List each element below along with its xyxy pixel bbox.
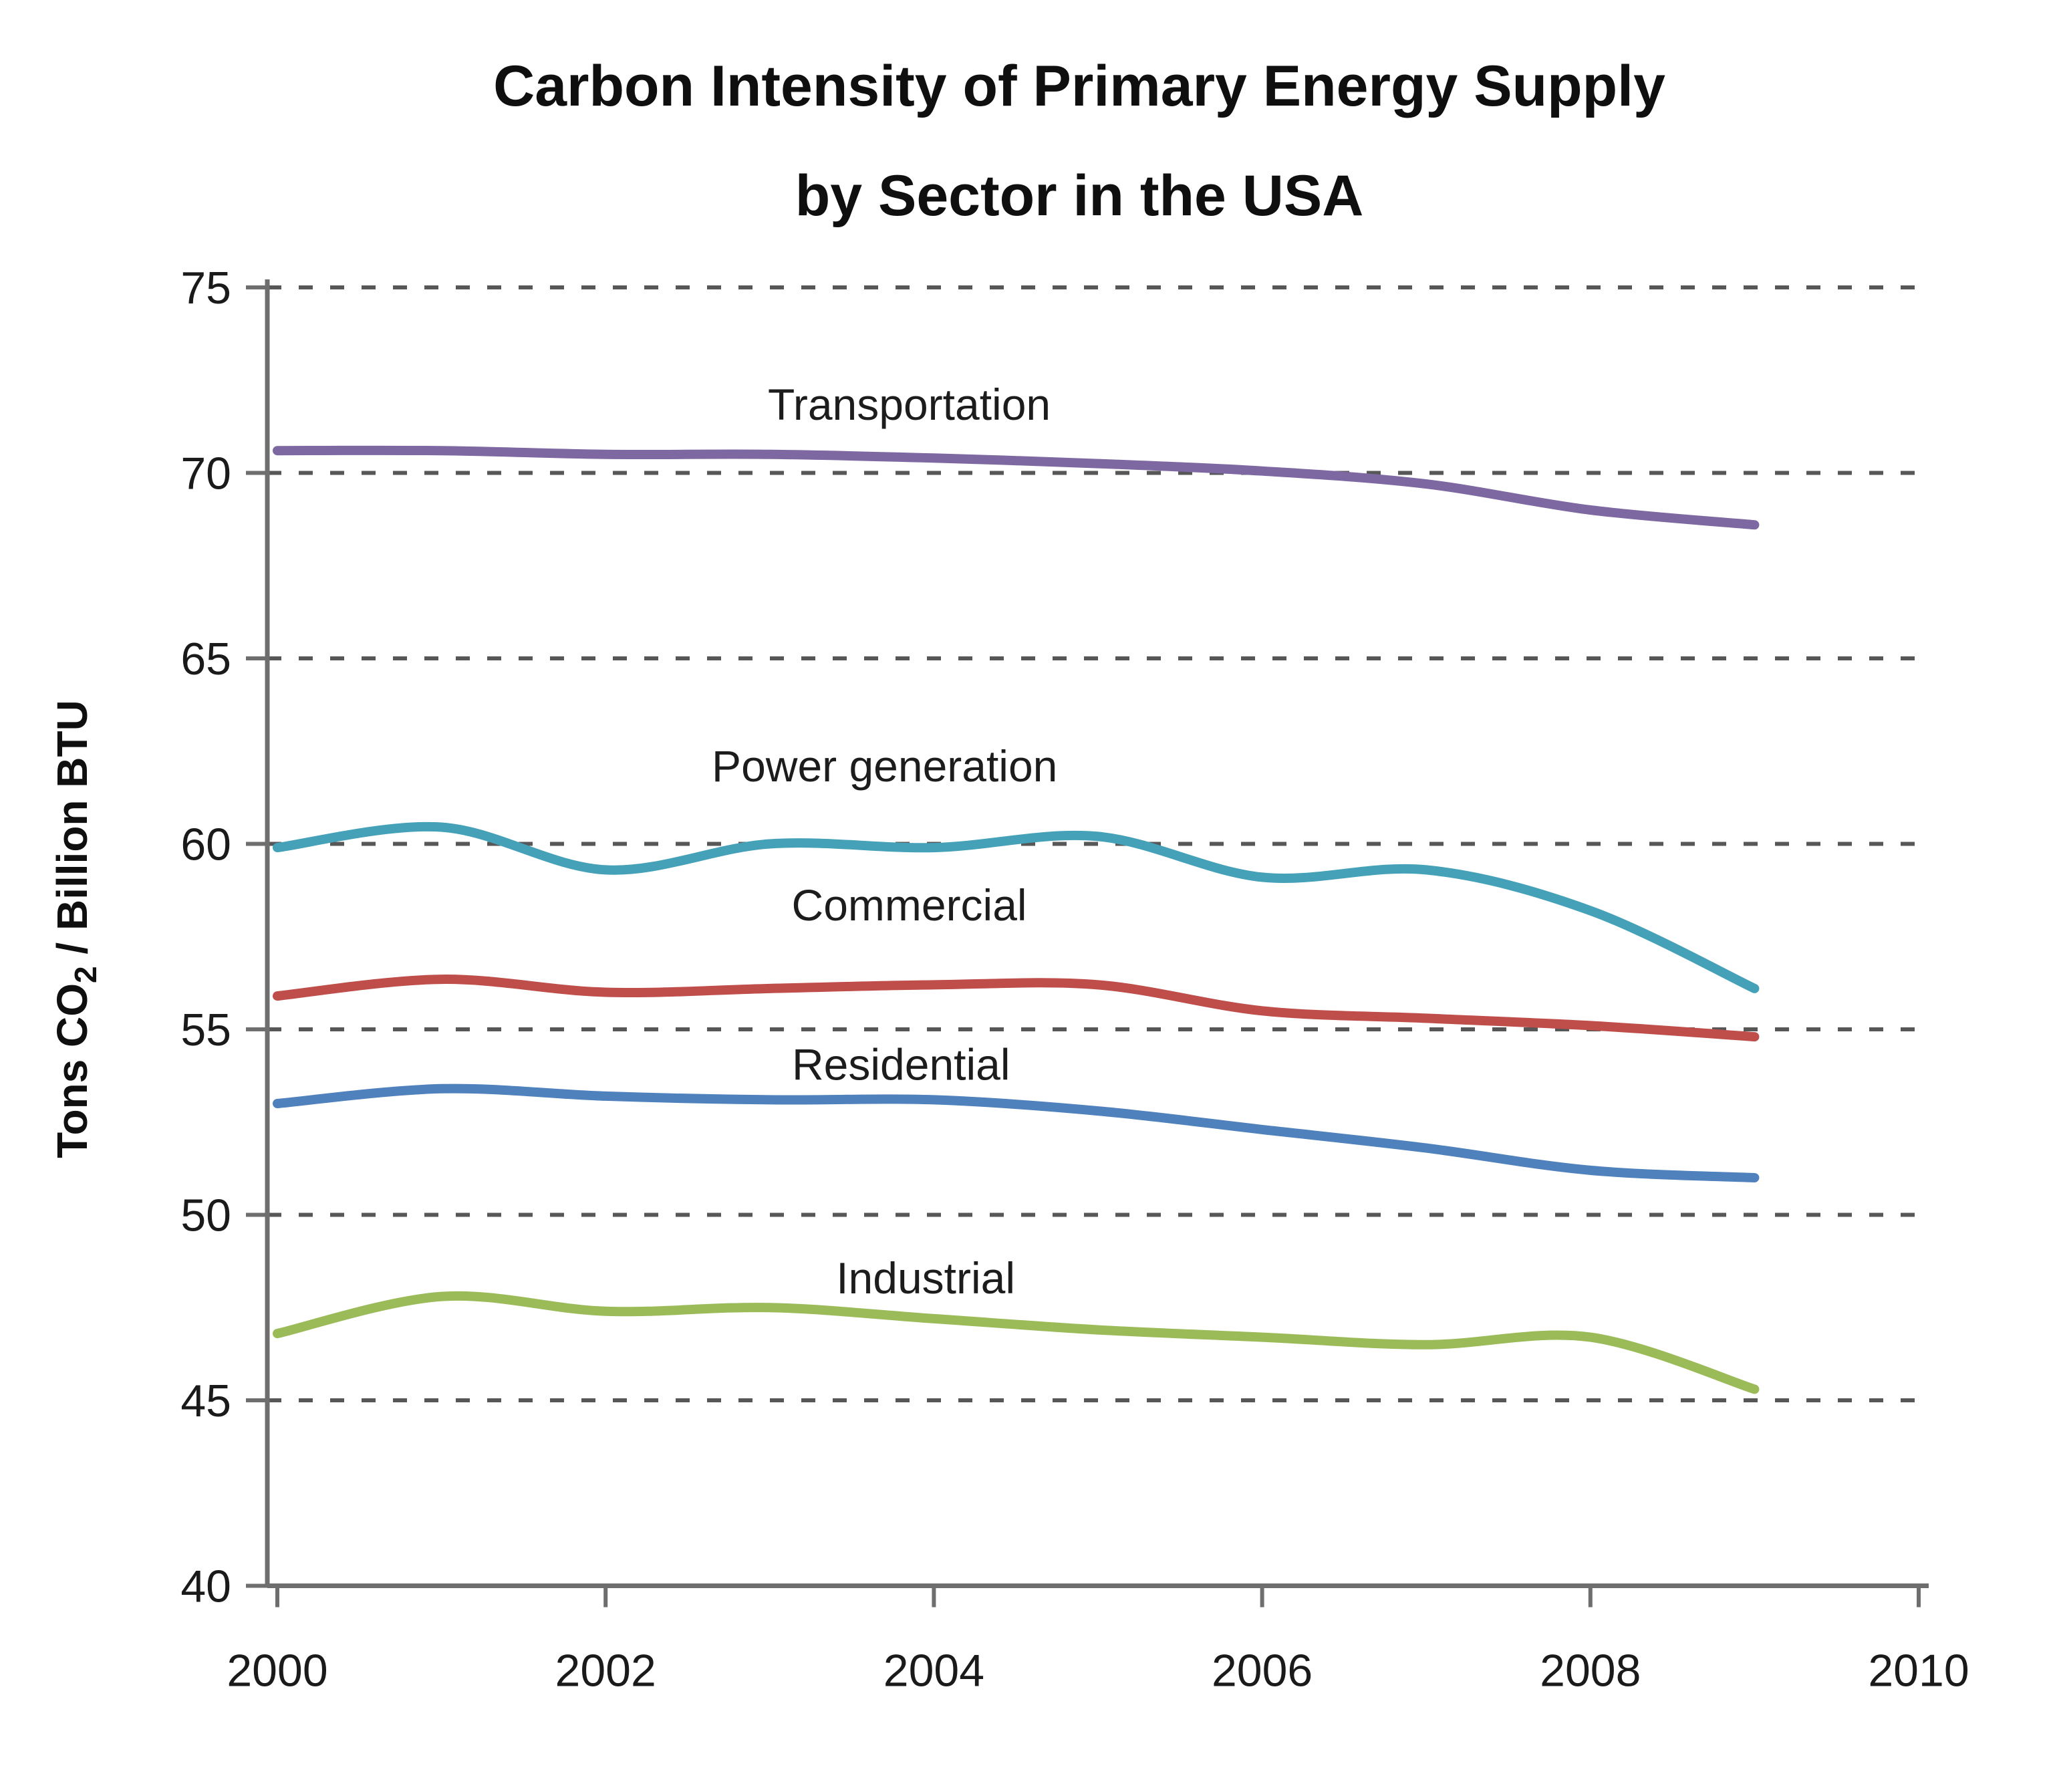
- axes: 75 70 65 60 55 50 45 40 2000 2002 2004 2006 2008 2010: [180, 263, 1969, 1696]
- y-tick-label-70: 70: [180, 449, 231, 499]
- series-line-industrial: [273, 1291, 1760, 1394]
- x-tick-label-2002: 2002: [555, 1646, 656, 1696]
- x-tick-label-2004: 2004: [883, 1646, 984, 1696]
- y-axis-title-subscript: 2: [68, 966, 103, 983]
- chart-title-line-2: by Sector in the USA: [795, 164, 1364, 228]
- series-line-transportation: [273, 445, 1760, 530]
- series-label-transportation: Transportation: [768, 380, 1051, 429]
- x-tick-label-2006: 2006: [1212, 1646, 1313, 1696]
- y-tick-label-50: 50: [180, 1190, 231, 1241]
- series-label-industrial: Industrial: [836, 1253, 1015, 1303]
- series-line-power-generation: [273, 821, 1760, 993]
- y-tick-label-45: 45: [180, 1376, 231, 1426]
- y-axis-title-main: Tons CO: [48, 983, 96, 1158]
- series-label-power-generation: Power generation: [712, 741, 1057, 791]
- series-labels: Transportation Power generation Commercial…: [712, 380, 1057, 1303]
- series-label-commercial: Commercial: [792, 880, 1027, 930]
- y-tick-label-65: 65: [180, 634, 231, 684]
- chart-title-line-1: Carbon Intensity of Primary Energy Suppl…: [493, 54, 1665, 118]
- series-label-residential: Residential: [792, 1040, 1010, 1090]
- y-tick-label-55: 55: [180, 1005, 231, 1055]
- series-lines: [273, 445, 1760, 1394]
- y-axis-title-rest: / Billion BTU: [48, 700, 96, 966]
- y-tick-label-60: 60: [180, 819, 231, 870]
- series-line-commercial: [273, 975, 1760, 1042]
- y-tick-label-40: 40: [180, 1561, 231, 1612]
- y-tick-label-75: 75: [180, 263, 231, 313]
- x-tick-label-2000: 2000: [227, 1646, 327, 1696]
- series-line-residential: [273, 1083, 1760, 1182]
- x-tick-label-2008: 2008: [1540, 1646, 1641, 1696]
- y-axis-title: Tons CO2 / Billion BTU: [48, 700, 103, 1158]
- x-tick-label-2010: 2010: [1868, 1646, 1969, 1696]
